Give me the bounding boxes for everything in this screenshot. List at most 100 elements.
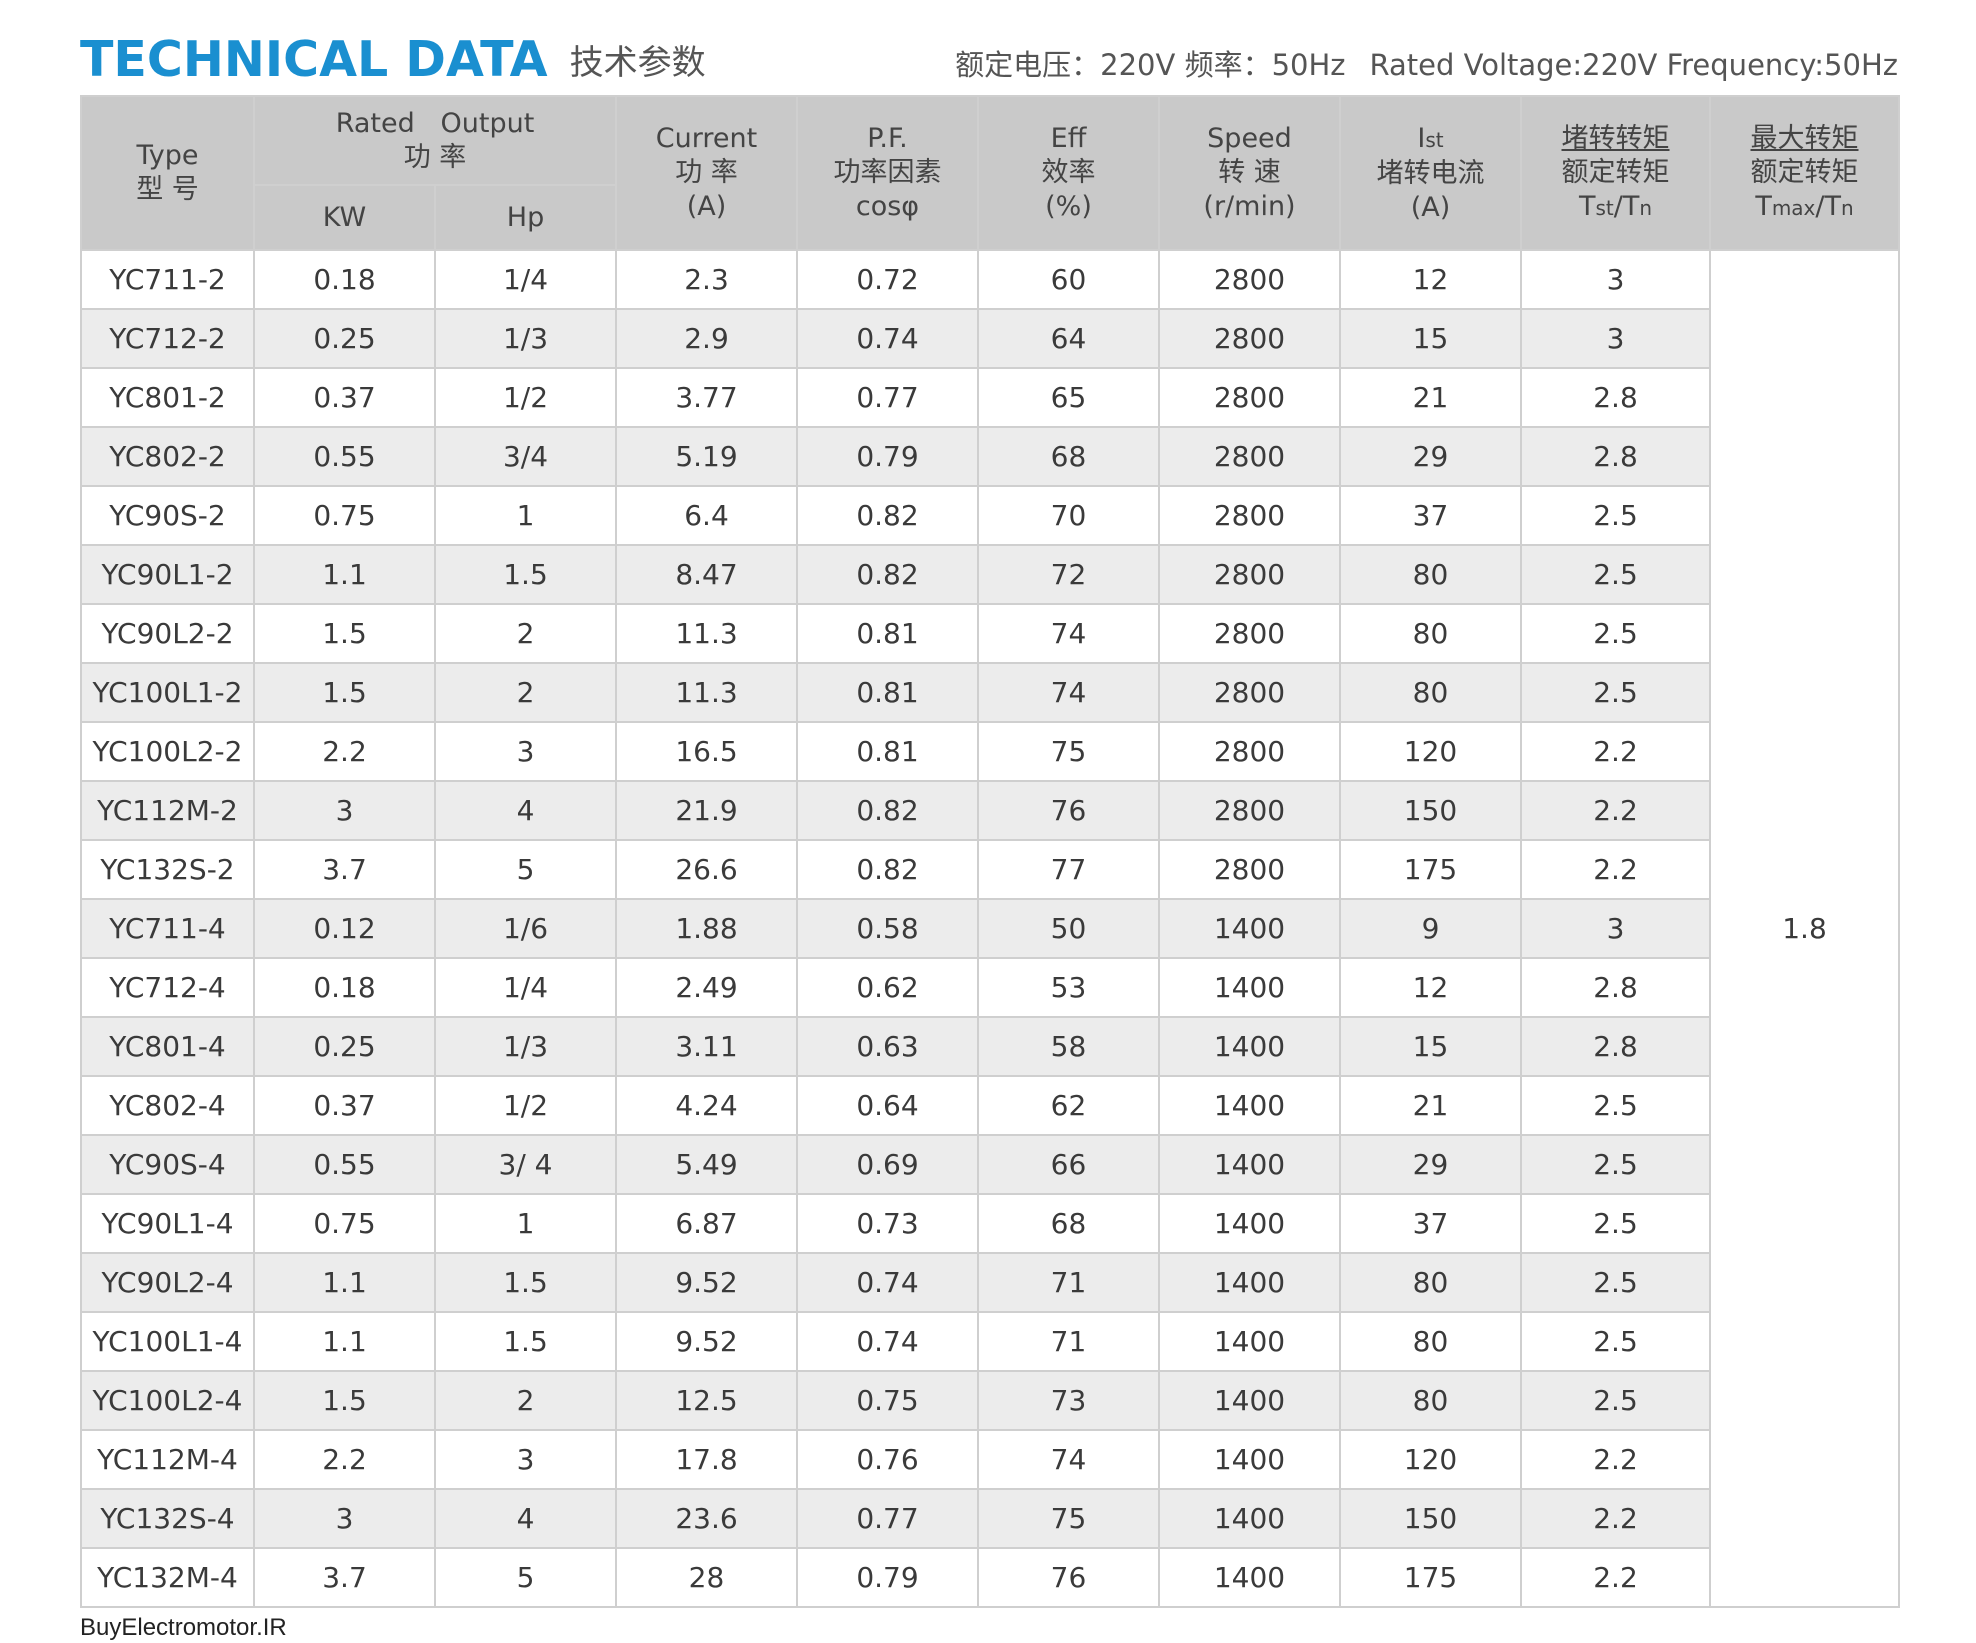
cell-speed: 1400: [1158, 1252, 1341, 1313]
cell-eff: 71: [977, 1252, 1160, 1313]
cell-pf: 0.77: [796, 367, 979, 428]
cell-ist: 15: [1339, 308, 1522, 369]
header-tmax-symbol: Tmax/Tn: [1711, 190, 1898, 225]
cell-kw: 0.55: [253, 426, 436, 487]
cell-eff: 58: [977, 1016, 1160, 1077]
cell-hp: 1.5: [434, 1311, 617, 1372]
cell-kw: 1.5: [253, 1370, 436, 1431]
cell-current: 5.19: [615, 426, 798, 487]
cell-kw: 1.5: [253, 662, 436, 723]
cell-current: 5.49: [615, 1134, 798, 1195]
cell-current: 12.5: [615, 1370, 798, 1431]
header-tmax-num: 最大转矩: [1750, 122, 1859, 154]
rated-specs: 额定电压：220V 频率：50Hz Rated Voltage:220V Freq…: [955, 42, 1898, 84]
cell-type: YC100L1-2: [80, 662, 255, 723]
cell-pf: 0.74: [796, 1252, 979, 1313]
cell-tst: 2.2: [1520, 1429, 1711, 1490]
cell-current: 11.3: [615, 662, 798, 723]
cell-speed: 2800: [1158, 367, 1341, 428]
table-row: YC132M-4 3.7 5 28 0.79 76 1400 175 2.2: [80, 1547, 1899, 1608]
cell-tst: 2.5: [1520, 544, 1711, 605]
cell-speed: 2800: [1158, 721, 1341, 782]
header-tst-s2: n: [1639, 195, 1653, 220]
cell-current: 1.88: [615, 898, 798, 959]
cell-speed: 1400: [1158, 1016, 1341, 1077]
table-row: YC802-2 0.55 3/4 5.19 0.79 68 2800 29 2.8: [80, 426, 1899, 487]
cell-ist: 80: [1339, 1370, 1522, 1431]
cell-current: 28: [615, 1547, 798, 1608]
header-ist: Ist 堵转电流 (A): [1339, 95, 1522, 251]
cell-hp: 1/2: [434, 1075, 617, 1136]
cell-kw: 3.7: [253, 1547, 436, 1608]
cell-speed: 1400: [1158, 1075, 1341, 1136]
cell-hp: 3: [434, 1429, 617, 1490]
table-row: YC802-4 0.37 1/2 4.24 0.64 62 1400 21 2.5: [80, 1075, 1899, 1136]
header-pf-sym: cosφ: [855, 191, 920, 222]
cell-type: YC90L1-4: [80, 1193, 255, 1254]
cell-ist: 175: [1339, 1547, 1522, 1608]
cell-type: YC801-2: [80, 367, 255, 428]
cell-tst: 2.5: [1520, 1311, 1711, 1372]
cell-tst: 3: [1520, 249, 1711, 310]
header-tst-den: 额定转矩: [1561, 156, 1670, 188]
cell-eff: 75: [977, 721, 1160, 782]
header-eff-unit: (%): [1045, 191, 1092, 222]
cell-ist: 80: [1339, 544, 1522, 605]
cell-tst: 2.5: [1520, 1193, 1711, 1254]
cell-hp: 3/ 4: [434, 1134, 617, 1195]
table-row: YC90L2-4 1.1 1.5 9.52 0.74 71 1400 80 2.5: [80, 1252, 1899, 1313]
cell-tst: 2.5: [1520, 603, 1711, 664]
page-title: TECHNICAL DATA: [80, 31, 548, 88]
table-row: YC100L2-2 2.2 3 16.5 0.81 75 2800 120 2.2: [80, 721, 1899, 782]
cell-current: 26.6: [615, 839, 798, 900]
cell-ist: 175: [1339, 839, 1522, 900]
cell-speed: 1400: [1158, 1547, 1341, 1608]
cell-ist: 150: [1339, 1488, 1522, 1549]
cell-hp: 1/4: [434, 249, 617, 310]
cell-hp: 1/2: [434, 367, 617, 428]
header-speed-en: Speed: [1207, 123, 1292, 154]
cell-kw: 2.2: [253, 721, 436, 782]
cell-hp: 2: [434, 662, 617, 723]
cell-type: YC132S-4: [80, 1488, 255, 1549]
cell-eff: 62: [977, 1075, 1160, 1136]
cell-pf: 0.73: [796, 1193, 979, 1254]
cell-current: 9.52: [615, 1252, 798, 1313]
cell-kw: 0.37: [253, 1075, 436, 1136]
cell-type: YC801-4: [80, 1016, 255, 1077]
cell-eff: 66: [977, 1134, 1160, 1195]
cell-type: YC712-2: [80, 308, 255, 369]
cell-tst: 2.2: [1520, 1547, 1711, 1608]
cell-eff: 76: [977, 1547, 1160, 1608]
cell-eff: 50: [977, 898, 1160, 959]
cell-pf: 0.82: [796, 780, 979, 841]
cell-pf: 0.76: [796, 1429, 979, 1490]
cell-eff: 65: [977, 367, 1160, 428]
cell-pf: 0.58: [796, 898, 979, 959]
cell-speed: 1400: [1158, 1311, 1341, 1372]
header-type-cn: 型 号: [136, 174, 199, 205]
cell-pf: 0.81: [796, 721, 979, 782]
cell-type: YC711-2: [80, 249, 255, 310]
header-current-unit: (A): [686, 191, 727, 222]
cell-hp: 1/3: [434, 308, 617, 369]
cell-kw: 0.75: [253, 1193, 436, 1254]
cell-kw: 0.12: [253, 898, 436, 959]
cell-tst: 2.2: [1520, 721, 1711, 782]
cell-kw: 0.18: [253, 249, 436, 310]
cell-kw: 1.1: [253, 544, 436, 605]
cell-eff: 53: [977, 957, 1160, 1018]
cell-tst: 2.5: [1520, 1370, 1711, 1431]
table-row: YC100L1-4 1.1 1.5 9.52 0.74 71 1400 80 2.5: [80, 1311, 1899, 1372]
table-row: YC90S-4 0.55 3/ 4 5.49 0.69 66 1400 29 2.5: [80, 1134, 1899, 1195]
cell-ist: 21: [1339, 1075, 1522, 1136]
cell-current: 6.4: [615, 485, 798, 546]
cell-current: 3.11: [615, 1016, 798, 1077]
cell-pf: 0.82: [796, 485, 979, 546]
cell-current: 17.8: [615, 1429, 798, 1490]
cell-eff: 60: [977, 249, 1160, 310]
cell-speed: 2800: [1158, 780, 1341, 841]
cell-hp: 1.5: [434, 1252, 617, 1313]
header-speed-cn: 转 速: [1218, 157, 1281, 188]
cell-tst: 2.2: [1520, 1488, 1711, 1549]
